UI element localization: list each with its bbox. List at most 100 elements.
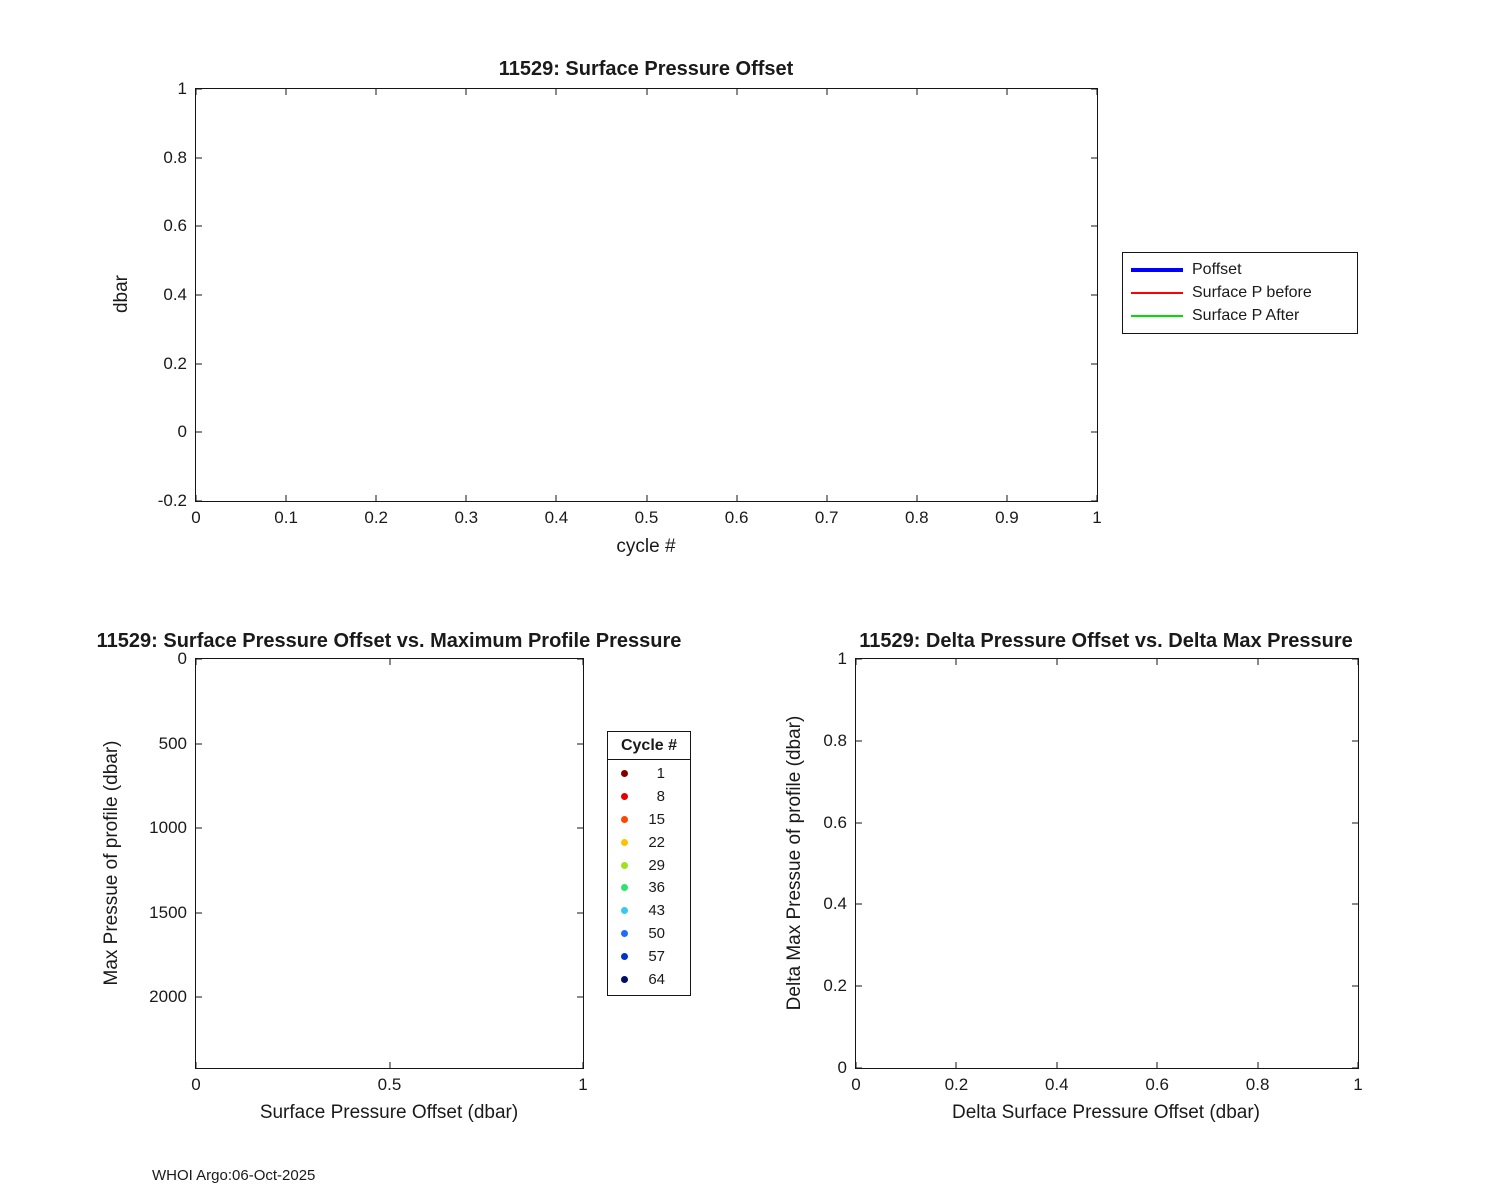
y-tick-mark [196, 225, 202, 227]
x-tick-mark [465, 89, 467, 95]
x-tick-mark [826, 89, 828, 95]
top-chart-title: 11529: Surface Pressure Offset [498, 58, 794, 80]
cycle-label: 64 [648, 971, 665, 989]
y-tick-mark [1352, 822, 1358, 824]
x-tick-label: 0.6 [1145, 1075, 1170, 1094]
line-legend: Poffset Surface P before Surface P After [1122, 252, 1358, 334]
bottom-left-x-axis-label: Surface Pressure Offset (dbar) [259, 1102, 519, 1123]
y-tick-mark [196, 363, 202, 365]
legend-entry: Surface P After [1131, 307, 1349, 325]
footer-credit: WHOI Argo:06-Oct-2025 [152, 1167, 316, 1184]
legend-entry: Poffset [1131, 261, 1349, 279]
legend-entry: Surface P before [1131, 284, 1349, 302]
y-tick-mark [1352, 985, 1358, 987]
cycle-marker-dot [621, 838, 628, 846]
cycle-marker-dot [621, 861, 628, 869]
cycle-marker-dot [621, 769, 628, 777]
y-tick-label: 1000 [149, 818, 187, 838]
y-tick-mark [1091, 500, 1097, 502]
y-tick-label: 2000 [149, 987, 187, 1007]
x-tick-mark [955, 659, 957, 665]
x-tick-label: 0.1 [274, 508, 298, 527]
cycle-marker-dot [621, 815, 628, 823]
x-tick-mark [646, 495, 647, 501]
y-tick-mark [1091, 431, 1097, 433]
x-tick-mark [736, 495, 738, 501]
cycle-legend-entry: 50 [608, 922, 690, 945]
cycle-legend-entry: 22 [608, 831, 690, 854]
y-tick-mark [577, 912, 583, 914]
x-tick-label: 0.3 [454, 508, 479, 527]
y-tick-mark [856, 903, 862, 905]
x-tick-mark [1156, 1062, 1158, 1068]
x-tick-mark [555, 495, 557, 501]
x-tick-label: 0.4 [1044, 1075, 1069, 1094]
y-tick-mark [1352, 903, 1358, 905]
delta-offset-vs-delta-max-plot: 0 0.2 0.4 0.6 0.8 1 0 0.2 0.4 0.6 0.8 1 [823, 649, 1362, 1094]
y-tick-mark [577, 827, 583, 829]
x-tick-mark [389, 659, 390, 665]
y-tick-mark [577, 743, 583, 745]
y-tick-mark [856, 822, 862, 824]
x-tick-label: 0.4 [544, 508, 569, 527]
y-tick-label: 1 [837, 649, 847, 668]
cycle-legend-entry: 8 [608, 785, 690, 808]
y-tick-mark [196, 157, 202, 159]
x-tick-label: 1 [1353, 1075, 1363, 1094]
cycle-legend-entry: 64 [608, 968, 690, 991]
cycle-legend: Cycle # 1 8 15 22 29 36 43 50 57 64 [607, 731, 691, 996]
x-tick-mark [285, 495, 287, 501]
y-tick-mark [577, 658, 583, 660]
x-tick-label: 0.9 [995, 508, 1019, 527]
y-tick-label: 0 [837, 1058, 847, 1077]
cycle-label: 15 [648, 810, 665, 828]
legend-label: Surface P After [1192, 307, 1300, 324]
x-tick-mark [195, 89, 197, 95]
x-tick-label: 0.7 [814, 508, 839, 527]
cycle-legend-entry: 43 [608, 899, 690, 922]
x-tick-mark [582, 659, 584, 665]
y-tick-label: 1 [177, 79, 187, 98]
x-tick-mark [1006, 495, 1008, 501]
x-tick-mark [646, 89, 647, 95]
x-tick-mark [375, 89, 377, 95]
y-tick-mark [577, 996, 583, 998]
y-tick-mark [196, 996, 202, 998]
x-tick-mark [1056, 659, 1058, 665]
y-tick-label: 0.6 [163, 216, 187, 236]
y-tick-label: 0.2 [823, 976, 847, 996]
x-tick-mark [1357, 659, 1359, 665]
y-tick-mark [856, 985, 862, 987]
x-tick-mark [736, 89, 738, 95]
x-tick-mark [1056, 1062, 1058, 1068]
cycle-label: 1 [656, 764, 665, 782]
y-tick-mark [1091, 88, 1097, 90]
y-tick-label: 0.2 [163, 353, 187, 373]
cycle-label: 8 [656, 787, 665, 805]
y-tick-mark [1091, 363, 1097, 365]
cycle-legend-title: Cycle # [608, 735, 690, 760]
x-tick-label: 0.2 [364, 508, 389, 527]
cycle-label: 43 [648, 902, 665, 920]
x-tick-mark [1096, 89, 1098, 95]
x-tick-mark [1156, 659, 1158, 665]
legend-line-sample [1131, 268, 1183, 272]
x-tick-label: 0 [191, 508, 201, 527]
y-tick-mark [1352, 1067, 1358, 1069]
x-tick-mark [826, 495, 828, 501]
x-tick-mark [855, 1062, 857, 1068]
bottom-right-x-axis-label: Delta Surface Pressure Offset (dbar) [952, 1102, 1260, 1123]
cycle-label: 57 [648, 948, 665, 966]
x-tick-label: 0.8 [1245, 1075, 1270, 1094]
x-tick-mark [375, 495, 377, 501]
x-tick-mark [465, 495, 467, 501]
y-tick-label: 1500 [149, 902, 187, 922]
cycle-marker-dot [621, 907, 628, 915]
x-tick-mark [555, 89, 557, 95]
y-tick-mark [196, 912, 202, 914]
y-tick-mark [196, 294, 202, 296]
y-tick-mark [856, 658, 862, 660]
y-tick-label: 0.8 [823, 730, 847, 750]
x-tick-mark [955, 1062, 957, 1068]
x-tick-mark [195, 659, 197, 665]
